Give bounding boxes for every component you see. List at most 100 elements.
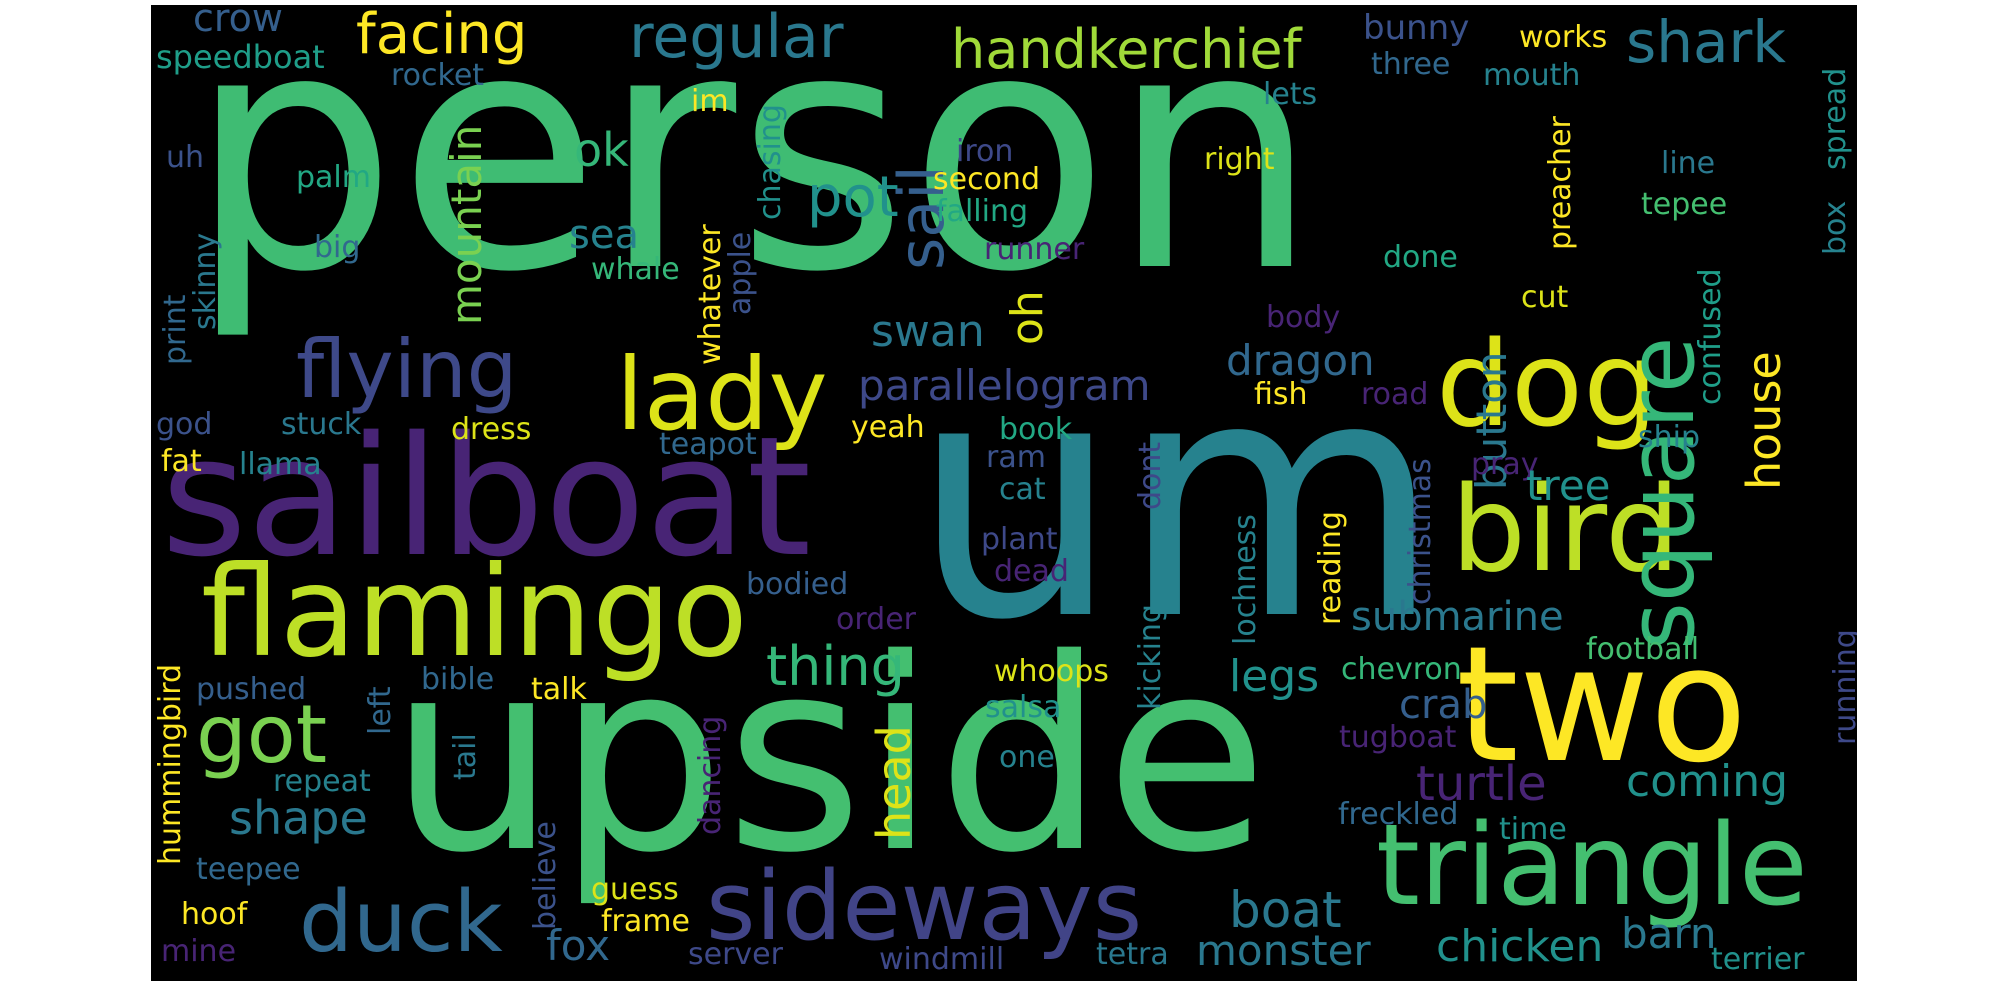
word-dancing: dancing (693, 715, 728, 835)
word-speedboat: speedboat (156, 38, 325, 76)
word-mine: mine (161, 934, 237, 969)
word-flying: flying (296, 323, 518, 416)
word-second: second (933, 162, 1040, 197)
word-spread: spread (1818, 67, 1853, 170)
word-confused: confused (1693, 268, 1728, 405)
word-preacher: preacher (1543, 116, 1578, 250)
word-shape: shape (229, 791, 368, 845)
word-bird: bird (1451, 460, 1681, 598)
word-shark: shark (1626, 8, 1786, 76)
word-crow: crow (193, 5, 284, 40)
word-fat: fat (161, 444, 202, 479)
word-duck: duck (299, 873, 503, 972)
word-terrier: terrier (1711, 942, 1805, 977)
word-one: one (999, 740, 1055, 775)
word-kicking: kicking (1133, 604, 1168, 710)
word-hoof: hoof (181, 897, 248, 932)
word-chasing: chasing (753, 104, 788, 220)
word-teapot: teapot (659, 427, 757, 462)
word-dont: dont (1133, 441, 1168, 510)
word-coming: coming (1626, 756, 1789, 807)
word-mountain: mountain (442, 124, 491, 325)
word-runner: runner (984, 232, 1085, 267)
word-lets: lets (1263, 77, 1318, 112)
word-line: line (1661, 146, 1716, 181)
word-skinny: skinny (188, 232, 223, 330)
word-ok: ok (574, 123, 629, 177)
word-got: got (196, 688, 328, 781)
word-repeat: repeat (273, 764, 371, 799)
word-um: um (911, 308, 1442, 692)
word-ram: ram (986, 440, 1046, 475)
word-two: two (1456, 611, 1748, 798)
word-im: im (691, 84, 729, 119)
word-running: running (1828, 629, 1857, 745)
word-uh: uh (166, 140, 205, 175)
word-fox: fox (546, 921, 611, 970)
word-pushed: pushed (196, 672, 307, 707)
word-llama: llama (239, 447, 322, 482)
word-rocket: rocket (391, 58, 485, 93)
word-hummingbird: hummingbird (153, 663, 188, 865)
word-bodied: bodied (746, 567, 849, 602)
word-talk: talk (531, 672, 587, 707)
word-bunny: bunny (1363, 8, 1470, 48)
word-handkerchief: handkerchief (951, 18, 1302, 81)
word-yeah: yeah (851, 410, 925, 445)
word-god: god (156, 407, 213, 442)
word-road: road (1361, 377, 1429, 412)
word-whale: whale (591, 252, 680, 287)
word-fish: fish (1254, 377, 1308, 412)
word-facing: facing (356, 5, 528, 67)
word-works: works (1519, 20, 1608, 55)
word-guess: guess (591, 872, 679, 907)
word-cut: cut (1521, 280, 1569, 315)
word-plant: plant (981, 522, 1058, 557)
word-three: three (1371, 47, 1451, 82)
word-dead: dead (994, 554, 1069, 589)
word-order: order (836, 602, 916, 637)
word-swan: swan (871, 306, 985, 357)
word-box: box (1818, 200, 1853, 255)
word-mouth: mouth (1483, 58, 1581, 93)
word-right: right (1204, 142, 1275, 177)
word-cloud: person um upside sailboat two bird dog f… (151, 5, 1857, 981)
word-stuck: stuck (281, 407, 362, 442)
word-server: server (688, 937, 783, 972)
word-legs: legs (1229, 651, 1320, 702)
word-reading: reading (1313, 511, 1348, 625)
word-triangle: triangle (1376, 801, 1808, 931)
word-frame: frame (601, 904, 690, 939)
word-whoops: whoops (994, 654, 1109, 689)
word-big: big (314, 230, 361, 265)
word-teepee: teepee (196, 852, 301, 887)
word-left: left (363, 686, 398, 735)
word-parallelogram: parallelogram (858, 361, 1151, 410)
word-sea: sea (569, 212, 639, 258)
word-thing: thing (766, 635, 905, 698)
word-tetra: tetra (1096, 937, 1169, 972)
word-palm: palm (296, 160, 371, 195)
word-crab: crab (1399, 682, 1488, 728)
word-lochness: lochness (1228, 514, 1263, 645)
word-football: football (1586, 632, 1700, 667)
word-cat: cat (999, 472, 1046, 507)
word-lady: lady (616, 336, 828, 453)
word-sideways: sideways (706, 852, 1143, 962)
word-person: person (188, 5, 1320, 344)
word-book: book (999, 412, 1073, 447)
word-falling: falling (936, 194, 1029, 229)
word-time: time (1499, 812, 1567, 847)
word-tugboat: tugboat (1339, 720, 1457, 755)
word-regular: regular (629, 5, 844, 72)
word-freckled: freckled (1338, 797, 1459, 832)
word-windmill: windmill (879, 942, 1005, 977)
word-tail: tail (448, 733, 483, 780)
word-believe: believe (528, 821, 563, 930)
word-tree: tree (1526, 461, 1611, 510)
word-dress: dress (451, 412, 532, 447)
word-barn: barn (1621, 909, 1717, 958)
word-done: done (1383, 240, 1458, 275)
word-dog: dog (1436, 315, 1658, 453)
word-christmas: christmas (1403, 458, 1438, 605)
